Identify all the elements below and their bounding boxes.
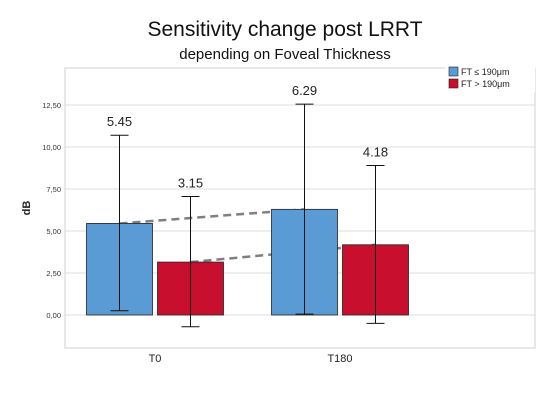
y-tick-label: 7,50 [46, 185, 61, 194]
plot-frame [64, 67, 536, 349]
error-bars [110, 103, 385, 328]
value-label: 3.15 [178, 176, 203, 191]
x-tick-label: T0 [149, 353, 162, 365]
value-label: 5.45 [107, 114, 132, 129]
legend: FT ≤ 190μm FT > 190μm [445, 64, 535, 92]
value-label: 4.18 [363, 144, 388, 159]
y-tick-label: 12,50 [42, 101, 61, 110]
y-tick-label: 5,00 [46, 227, 61, 236]
chart-title: Sensitivity change post LRRT [147, 18, 423, 41]
y-tick-label: 0,00 [46, 311, 61, 320]
y-tick-label: 2,50 [46, 269, 61, 278]
y-axis-label: dB [21, 201, 33, 216]
legend-swatch [448, 66, 459, 77]
bars [86, 208, 409, 316]
y-tick-label: 10,00 [42, 143, 61, 152]
legend-label: FT > 190μm [461, 79, 510, 89]
x-tick-labels: T0 T180 [149, 353, 353, 365]
x-tick-label: T180 [327, 353, 352, 365]
value-labels: 5.45 6.29 3.15 4.18 [107, 83, 388, 190]
value-label: 6.29 [292, 83, 317, 98]
trend-line [119, 208, 305, 225]
legend-label: FT ≤ 190μm [461, 67, 509, 77]
y-tick-labels: 0,00 2,50 5,00 7,50 10,00 12,50 [42, 101, 61, 320]
legend-box [445, 64, 535, 92]
legend-swatch [448, 78, 459, 89]
chart-subtitle: depending on Foveal Thickness [179, 46, 391, 63]
